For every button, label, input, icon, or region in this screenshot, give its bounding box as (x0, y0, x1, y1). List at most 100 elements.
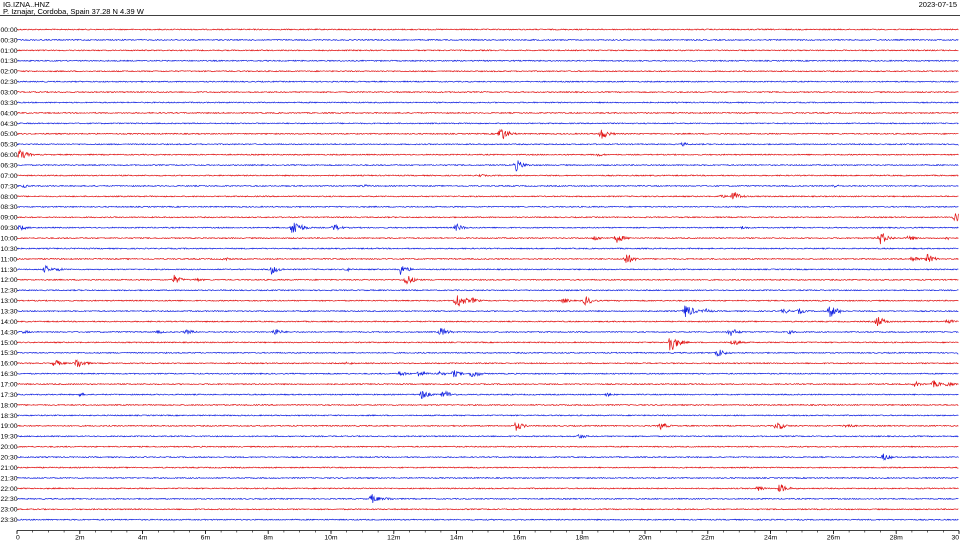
trace-row-0630 (16, 160, 959, 172)
row-label: 08:30 (1, 204, 18, 211)
row-label: 04:30 (1, 121, 18, 128)
row-label: 20:00 (1, 444, 18, 451)
trace-row-0330 (16, 101, 959, 104)
trace-row-1430 (16, 328, 959, 336)
record-date: 2023-07-15 (918, 0, 957, 9)
x-tick-label: 20m (638, 535, 652, 540)
x-tick-label: 26m (827, 535, 841, 540)
trace-row-1630 (16, 370, 959, 378)
trace-row-2200 (16, 484, 959, 493)
row-label: 16:00 (1, 361, 18, 368)
row-label: 05:00 (1, 131, 18, 138)
x-tick-label: 30 (951, 535, 959, 540)
row-label: 12:30 (1, 288, 18, 295)
trace-row-1100 (16, 253, 959, 263)
row-label: 17:00 (1, 382, 18, 389)
x-tick-label: 6m (201, 535, 211, 540)
row-label: 07:00 (1, 173, 18, 180)
x-tick-label: 10m (324, 535, 338, 540)
trace-row-0500 (16, 128, 959, 140)
trace-row-2330 (16, 518, 959, 521)
row-label: 07:30 (1, 183, 18, 190)
row-label: 11:30 (1, 267, 18, 274)
row-label: 09:30 (1, 225, 18, 232)
row-label: 12:00 (1, 277, 18, 284)
trace-row-2230 (16, 494, 959, 504)
x-tick-label: 2m (75, 535, 85, 540)
station-code: IG.IZNA..HNZ (3, 0, 50, 9)
x-tick-label: 0 (16, 535, 20, 540)
trace-row-0600 (16, 148, 959, 159)
trace-row-0800 (16, 192, 959, 200)
row-label: 15:00 (1, 340, 18, 347)
trace-row-1200 (16, 274, 959, 285)
trace-row-0730 (16, 183, 959, 188)
trace-row-0930 (16, 222, 959, 233)
x-tick-label: 12m (387, 535, 401, 540)
row-label: 06:30 (1, 163, 18, 170)
trace-row-2030 (16, 453, 959, 461)
trace-row-1130 (17, 264, 959, 275)
trace-row-0430 (16, 122, 959, 125)
trace-row-1600 (16, 359, 959, 368)
row-label: 20:30 (1, 455, 18, 462)
trace-row-0200 (16, 69, 959, 73)
row-label: 13:30 (1, 309, 18, 316)
x-tick-label: 16m (513, 535, 527, 540)
x-tick-label: 14m (450, 535, 464, 540)
trace-row-1830 (16, 414, 959, 417)
row-label: 11:00 (1, 256, 18, 263)
row-label: 18:00 (1, 402, 18, 409)
trace-row-1530 (16, 349, 959, 357)
trace-row-0530 (16, 141, 959, 147)
row-label: 10:00 (1, 236, 18, 243)
trace-row-0130 (16, 59, 959, 63)
trace-row-1000 (16, 232, 959, 245)
x-tick-label: 18m (576, 535, 590, 540)
row-label: 09:00 (1, 215, 18, 222)
row-labels: 00:00 00:30 01:00 01:30 02:00 02:30 03:00 03:30… (1, 27, 18, 524)
row-label: 03:00 (1, 90, 18, 97)
trace-row-0830 (16, 205, 959, 209)
x-tick-label: 24m (764, 535, 778, 540)
row-label: 02:30 (1, 79, 18, 86)
trace-row-0900 (16, 213, 959, 222)
trace-row-0300 (16, 90, 959, 94)
row-label: 17:30 (1, 392, 18, 399)
row-label: 19:00 (1, 423, 18, 430)
trace-row-1300 (16, 295, 959, 307)
row-label: 10:30 (1, 246, 18, 253)
traces-layer (16, 28, 959, 521)
row-label: 16:30 (1, 371, 18, 378)
trace-row-0100 (16, 49, 959, 52)
row-label: 14:30 (1, 329, 18, 336)
row-label: 14:00 (1, 319, 18, 326)
trace-row-1800 (16, 403, 959, 407)
trace-row-2130 (16, 476, 959, 480)
row-label: 05:30 (1, 142, 18, 149)
row-label: 19:30 (1, 434, 18, 441)
row-label: 00:30 (1, 37, 18, 44)
trace-row-1500 (16, 338, 959, 351)
row-label: 13:00 (1, 298, 18, 305)
trace-row-1930 (16, 433, 959, 439)
row-label: 04:00 (1, 110, 18, 117)
station-location: P. Iznajar, Cordoba, Spain 37.28 N 4.39 … (3, 7, 144, 16)
row-label: 21:00 (1, 465, 18, 472)
trace-row-1700 (16, 380, 959, 388)
row-label: 06:00 (1, 152, 18, 159)
x-tick-label: 22m (701, 535, 715, 540)
trace-row-1900 (16, 421, 959, 431)
trace-row-1730 (16, 390, 959, 400)
trace-row-0400 (16, 111, 959, 115)
trace-row-1030 (16, 247, 959, 250)
row-label: 00:00 (1, 27, 18, 34)
trace-row-2000 (16, 445, 959, 448)
trace-row-0700 (16, 173, 959, 178)
row-label: 03:30 (1, 100, 18, 107)
x-tick-label: 8m (263, 535, 273, 540)
trace-row-0000 (16, 28, 959, 31)
trace-row-1330 (16, 305, 959, 318)
row-label: 22:00 (1, 486, 18, 493)
row-label: 01:00 (1, 48, 18, 55)
